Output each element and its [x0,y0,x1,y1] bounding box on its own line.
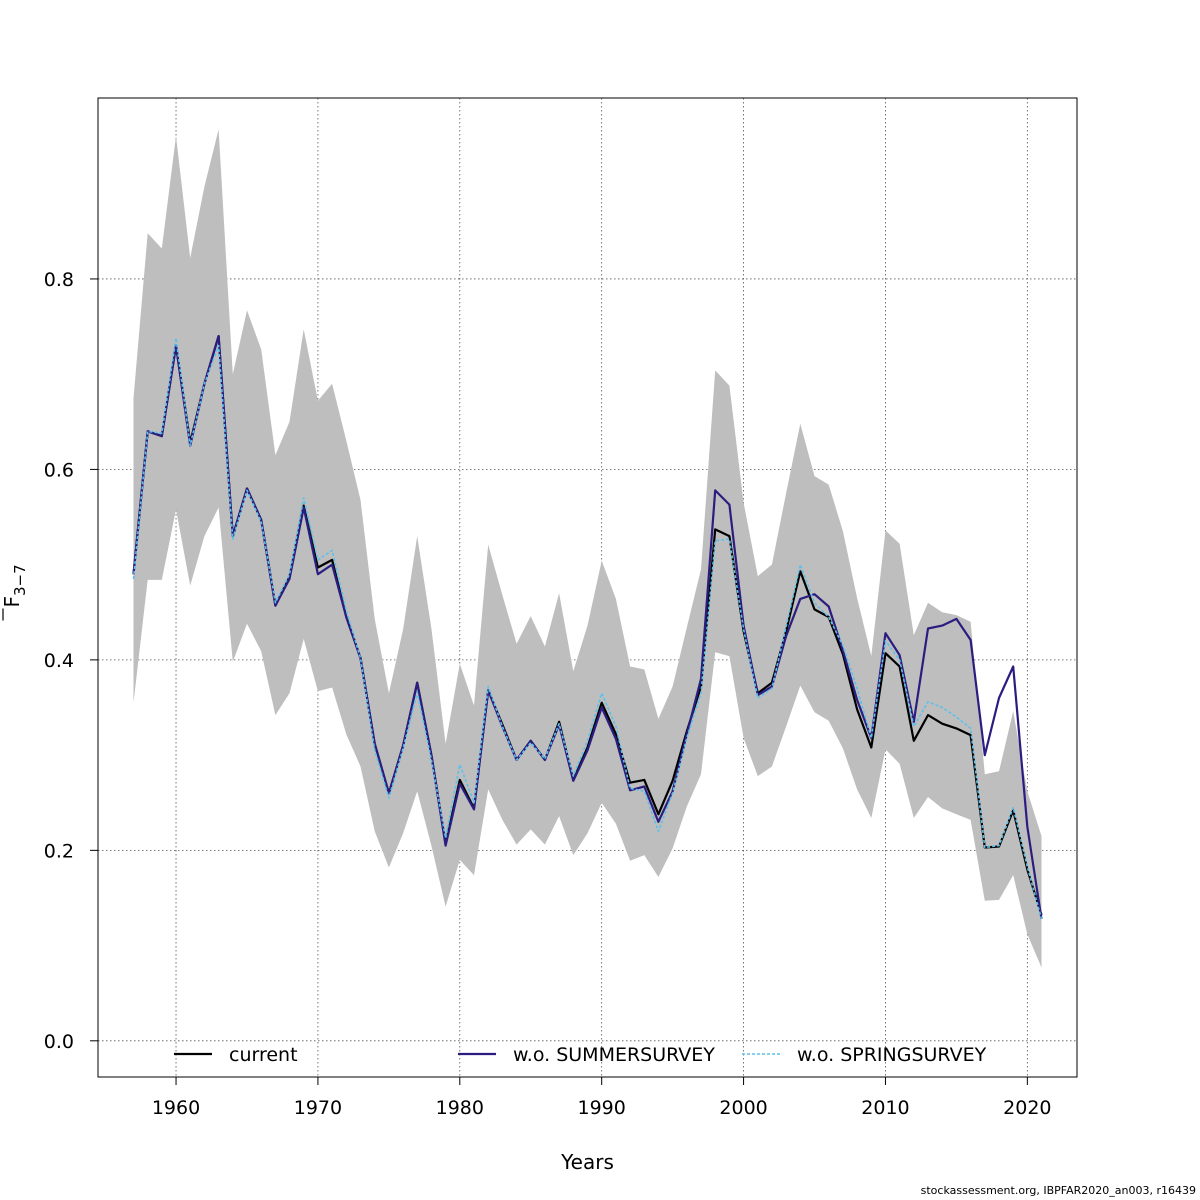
y-tick-label: 0.8 [44,269,74,291]
y-axis: 0.0 0.2 0.4 0.6 0.8 [44,269,98,1053]
y-tick-label: 0.4 [44,650,74,672]
x-tick-label: 1960 [152,1097,200,1119]
footer-credit: stockassessment.org, IBPFAR2020_an003, r… [920,1184,1196,1197]
legend-label: w.o. SUMMERSURVEY [513,1044,715,1066]
y-axis-title: F3−7 [0,564,29,621]
legend-label: w.o. SPRINGSURVEY [797,1044,987,1066]
series-line-w-o-springsurvey [132,337,1043,920]
confidence-band-area [133,129,1042,968]
x-axis: 1960 1970 1980 1990 2000 2010 2020 [152,1077,1052,1119]
x-tick-label: 2020 [1003,1097,1051,1119]
y-axis-title-main: F [0,596,24,608]
svg-text:F3−7: F3−7 [0,564,29,607]
plot-frame [97,97,1078,1078]
y-tick-label: 0.2 [44,840,74,862]
x-tick-label: 2000 [719,1097,767,1119]
confidence-band [133,129,1042,968]
y-axis-title-sub: 3−7 [11,564,29,596]
x-tick-label: 1980 [436,1097,484,1119]
y-tick-label: 0.6 [44,459,74,481]
x-tick-label: 2010 [861,1097,909,1119]
x-tick-label: 1970 [294,1097,342,1119]
series-line-w-o-summersurvey [132,335,1043,920]
y-tick-label: 0.0 [44,1031,74,1053]
legend-label: current [229,1044,298,1066]
x-axis-title: Years [560,1150,614,1174]
legend: current w.o. SUMMERSURVEY w.o. SPRINGSURVE… [174,1044,987,1066]
series-lines [132,335,1043,920]
x-tick-label: 1990 [578,1097,626,1119]
